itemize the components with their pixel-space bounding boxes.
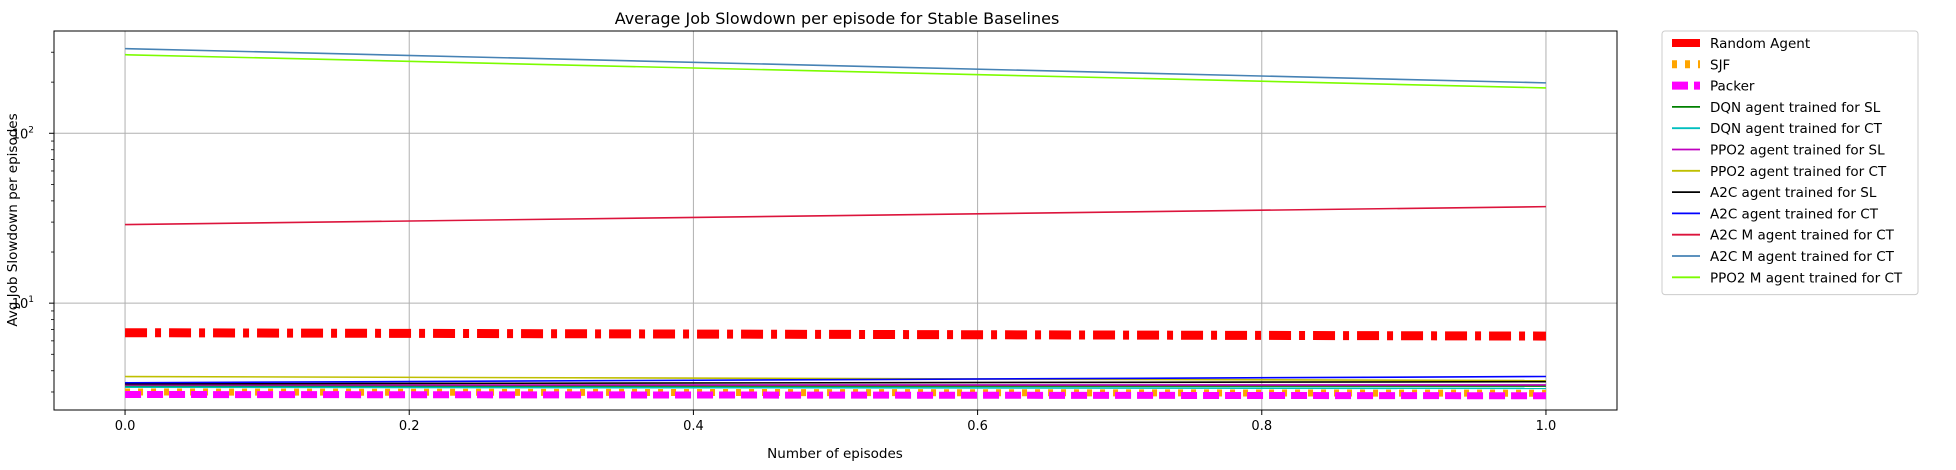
legend-label: A2C agent trained for CT [1710,206,1879,222]
chart-title: Average Job Slowdown per episode for Sta… [615,9,1060,28]
legend-label: DQN agent trained for CT [1710,121,1883,137]
x-tick-label: 0.0 [115,419,136,434]
legend: Random Agent SJF Packer DQN agent trained f… [1661,30,1919,296]
legend-label: DQN agent trained for SL [1710,100,1881,116]
x-tick-label: 0.4 [683,419,704,434]
y-tick-label: 101 [12,295,34,312]
x-tick-label: 0.8 [1251,419,1272,434]
legend-label: Random Agent [1710,36,1810,52]
legend-label: A2C agent trained for SL [1710,185,1877,201]
series-line-11 [125,47,1546,84]
plot-frame [53,30,1618,411]
x-tick-label: 1.0 [1536,419,1557,434]
y-tick-label: 102 [12,125,34,142]
series-line-5 [125,386,1546,390]
series-line-1 [125,328,1546,341]
x-tick-label: 0.2 [399,419,420,434]
series-line-3 [125,390,1546,400]
series-line-2 [125,388,1546,397]
legend-label: A2C M agent trained for CT [1710,249,1895,265]
legend-label: PPO2 agent trained for CT [1710,164,1887,180]
grid [54,31,1617,410]
legend-box [1661,30,1919,296]
series-line-7 [125,375,1546,382]
series-line-8 [125,380,1546,385]
y-axis-label: Avg Job Slowdown per episodes [5,113,21,326]
plot-series [125,47,1546,400]
x-tick-label: 0.6 [967,419,988,434]
axis-ticks: 0.0 0.2 0.4 0.6 0.8 1.0 101 102 [12,51,1557,434]
legend-label: A2C M agent trained for CT [1710,228,1895,244]
legend-label: Packer [1710,79,1755,95]
series-line-9 [125,375,1546,384]
legend-label: PPO2 agent trained for SL [1710,143,1885,159]
series-line-12 [125,53,1546,89]
legend-label: PPO2 M agent trained for CT [1710,270,1903,286]
series-line-10 [125,205,1546,226]
legend-label: SJF [1710,57,1730,73]
x-axis-label: Number of episodes [767,446,903,462]
